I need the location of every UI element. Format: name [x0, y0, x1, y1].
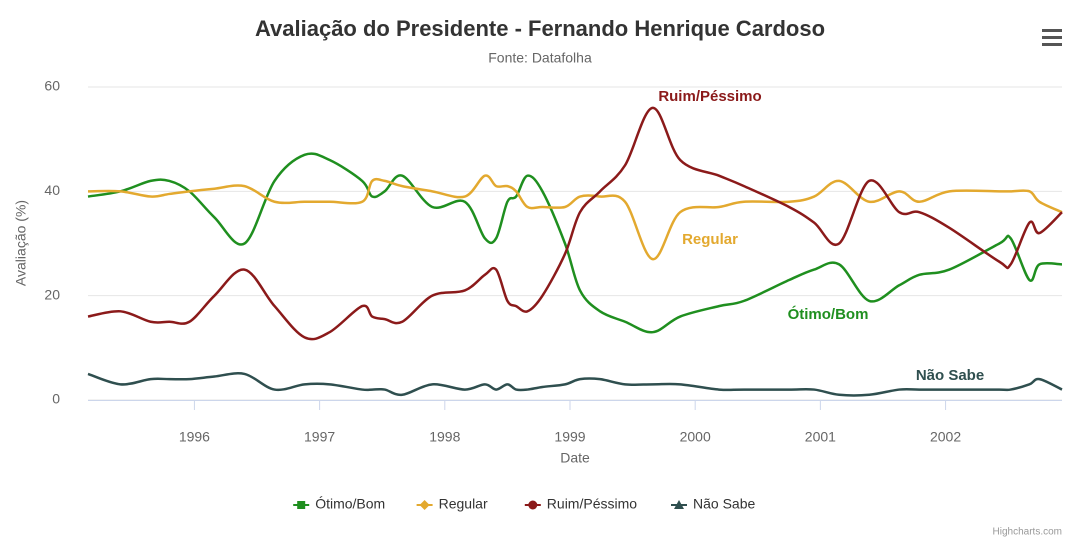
menu-button[interactable] [1042, 29, 1062, 46]
legend-item[interactable]: Ruim/Péssimo [524, 496, 637, 512]
x-tick-label: 1997 [304, 429, 335, 445]
legend-label: Regular [439, 496, 488, 512]
series-label: Ótimo/Bom [788, 305, 869, 323]
legend-item[interactable]: Não Sabe [671, 496, 755, 512]
menu-bar [1042, 29, 1062, 32]
series-line [87, 372, 1063, 397]
y-axis-title: Avaliação (%) [13, 200, 29, 286]
series-label: Ruim/Péssimo [658, 88, 761, 105]
legend-label: Ruim/Péssimo [547, 496, 637, 512]
y-tick-label: 0 [52, 391, 60, 407]
menu-bar [1042, 43, 1062, 46]
chart-title: Avaliação do Presidente - Fernando Henri… [255, 16, 825, 41]
series-line [87, 174, 1063, 261]
series-label: Regular [682, 231, 738, 248]
legend-marker [528, 500, 538, 510]
x-tick-label: 2001 [805, 429, 836, 445]
legend-marker [297, 501, 306, 509]
legend-item[interactable]: Regular [416, 496, 488, 512]
legend-item[interactable]: Ótimo/Bom [293, 496, 385, 512]
x-tick-label: 2000 [680, 429, 711, 445]
series-label: Não Sabe [916, 367, 984, 384]
series-line [87, 152, 1063, 334]
series-line [87, 106, 1063, 341]
x-tick-label: 2002 [930, 429, 961, 445]
legend-marker [419, 500, 430, 510]
menu-bar [1042, 36, 1062, 39]
legend-label: Ótimo/Bom [315, 496, 385, 512]
x-tick-label: 1999 [554, 429, 585, 445]
y-tick-label: 20 [44, 286, 60, 302]
legend-label: Não Sabe [693, 496, 755, 512]
credits[interactable]: Highcharts.com [993, 527, 1062, 538]
y-tick-label: 40 [44, 182, 60, 198]
legend-marker [674, 500, 684, 509]
chart-subtitle: Fonte: Datafolha [488, 50, 592, 66]
x-tick-label: 1998 [429, 429, 460, 445]
x-tick-label: 1996 [179, 429, 210, 445]
y-tick-label: 60 [44, 78, 60, 94]
x-axis-title: Date [560, 450, 590, 466]
